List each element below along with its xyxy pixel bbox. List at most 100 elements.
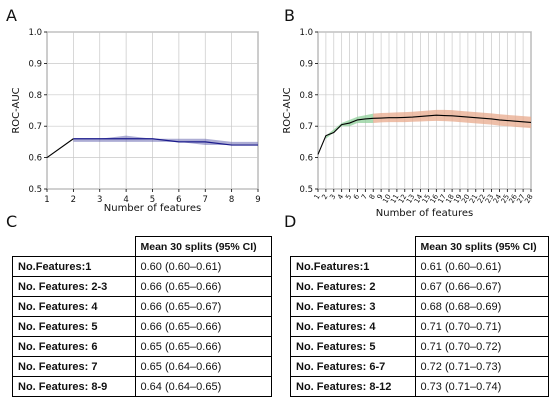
table-row: No. Features: 5 0.66 (0.65–0.66): [12, 316, 272, 337]
y-tick-label: 0.9: [28, 59, 42, 69]
y-tick-label: 0.8: [28, 91, 42, 101]
row-label: No. Features: 5: [12, 316, 136, 337]
row-label: No. Features: 3: [290, 296, 416, 317]
x-tick-label: 12: [397, 193, 408, 205]
row-label: No.Features:1: [12, 256, 136, 277]
x-tick-label: 4: [336, 193, 345, 201]
x-tick-label: 11: [389, 193, 400, 205]
x-tick-label: 28: [523, 193, 534, 205]
x-tick-label: 8: [229, 195, 234, 205]
x-tick-label: 18: [444, 193, 455, 205]
table-row: No. Features: 8-9 0.64 (0.64–0.65): [12, 376, 272, 397]
x-tick-label: 25: [500, 193, 511, 205]
row-label: No. Features: 6: [12, 336, 136, 357]
y-axis-label: ROC-AUC: [11, 87, 22, 133]
x-tick-label: 13: [405, 193, 416, 205]
x-tick-label: 3: [97, 195, 102, 205]
row-label: No. Features: 6-7: [290, 356, 416, 377]
table-row: No. Features: 4 0.66 (0.65–0.67): [12, 296, 272, 317]
series-line: [317, 114, 532, 155]
ci-band-salmon: [373, 109, 531, 129]
x-tick-label: 7: [203, 195, 208, 205]
table-row: No. Features: 8-12 0.73 (0.71–0.74): [290, 376, 549, 397]
x-tick-label: 6: [352, 193, 361, 201]
x-axis-label: Number of features: [376, 208, 473, 218]
row-value: 0.71 (0.70–0.71): [414, 316, 549, 337]
plot-frame: [317, 31, 532, 190]
table-row: No.Features:1 0.60 (0.60–0.61): [12, 256, 272, 277]
x-tick-label: 9: [255, 195, 260, 205]
x-tick-label: 22: [476, 193, 487, 205]
row-value: 0.71 (0.70–0.72): [414, 336, 549, 357]
row-value: 0.68 (0.68–0.69): [414, 296, 549, 317]
row-label: No. Features: 5: [290, 336, 416, 357]
row-value: 0.67 (0.66–0.67): [414, 276, 549, 297]
table-row: No. Features: 2-3 0.66 (0.65–0.66): [12, 276, 272, 297]
table-row: No. Features: 4 0.71 (0.70–0.71): [290, 316, 549, 337]
x-tick-label: 5: [344, 193, 353, 201]
y-tick-label: 0.8: [299, 91, 313, 101]
y-tick-label: 0.7: [299, 122, 313, 132]
row-label: No.Features:1: [290, 256, 416, 277]
row-label: No. Features: 2-3: [12, 276, 136, 297]
x-tick-label: 19: [452, 193, 463, 205]
row-value: 0.65 (0.65–0.66): [134, 336, 272, 357]
y-tick-label: 0.9: [299, 59, 313, 69]
x-tick-label: 6: [176, 195, 181, 205]
row-value: 0.73 (0.71–0.74): [414, 376, 549, 397]
x-tick-label: 5: [150, 195, 155, 205]
table-d: Mean 30 splits (95% CI) No.Features:1 0.6…: [290, 236, 549, 397]
y-tick-label: 1.0: [299, 28, 313, 38]
y-tick-label: 0.6: [299, 154, 313, 164]
table-row: No. Features: 3 0.68 (0.68–0.69): [290, 296, 549, 317]
row-label: No. Features: 8-9: [12, 376, 136, 397]
x-tick-label: 9: [376, 193, 385, 201]
chart-b: 0.50.60.70.80.91.01234567891011121314151…: [282, 28, 535, 218]
x-tick-label: 17: [437, 193, 448, 205]
x-tick-label: 16: [429, 193, 441, 205]
row-value: 0.66 (0.65–0.66): [134, 276, 272, 297]
series-line: [73, 138, 258, 146]
table-row: No.Features:1 0.61 (0.60–0.61): [290, 256, 549, 277]
y-tick-label: 0.5: [28, 185, 42, 195]
y-tick-label: 0.6: [28, 154, 42, 164]
table-header: Mean 30 splits (95% CI): [414, 236, 549, 257]
x-tick-label: 27: [515, 193, 526, 205]
x-tick-label: 23: [484, 193, 495, 205]
series-line-start: [46, 138, 74, 159]
x-tick-label: 8: [368, 193, 377, 201]
x-tick-label: 2: [320, 193, 329, 201]
row-value: 0.65 (0.64–0.66): [134, 356, 272, 377]
row-value: 0.66 (0.65–0.66): [134, 316, 272, 337]
panel-label-b: B: [284, 6, 295, 25]
panel-label-d: D: [284, 212, 297, 231]
x-tick-label: 7: [360, 193, 369, 201]
y-tick-label: 0.5: [299, 185, 313, 195]
row-value: 0.72 (0.71–0.73): [414, 356, 549, 377]
x-tick-label: 15: [421, 193, 432, 205]
x-tick-label: 10: [381, 193, 392, 205]
table-row: No. Features: 2 0.67 (0.66–0.67): [290, 276, 549, 297]
y-tick-label: 0.7: [28, 122, 42, 132]
x-tick-label: 3: [328, 193, 337, 201]
x-tick-label: 2: [71, 195, 76, 205]
row-label: No. Features: 4: [290, 316, 416, 337]
x-tick-label: 4: [123, 195, 128, 205]
panel-label-c: C: [6, 212, 18, 231]
y-axis-label: ROC-AUC: [282, 87, 293, 133]
x-tick-label: 21: [468, 193, 479, 205]
x-tick-label: 26: [508, 193, 520, 205]
row-label: No. Features: 2: [290, 276, 416, 297]
row-value: 0.64 (0.64–0.65): [134, 376, 272, 397]
row-label: No. Features: 4: [12, 296, 136, 317]
table-row: No. Features: 7 0.65 (0.64–0.66): [12, 356, 272, 377]
table-header-blank: [12, 236, 136, 257]
table-header-blank: [290, 236, 416, 257]
row-value: 0.66 (0.65–0.67): [134, 296, 272, 317]
x-tick-label: 14: [413, 193, 425, 205]
x-tick-label: 1: [44, 195, 49, 205]
panel-label-a: A: [6, 6, 17, 25]
table-row: No. Features: 6-7 0.72 (0.71–0.73): [290, 356, 549, 377]
x-axis-label: Number of features: [104, 203, 201, 214]
table-row: No. Features: 6 0.65 (0.65–0.66): [12, 336, 272, 357]
